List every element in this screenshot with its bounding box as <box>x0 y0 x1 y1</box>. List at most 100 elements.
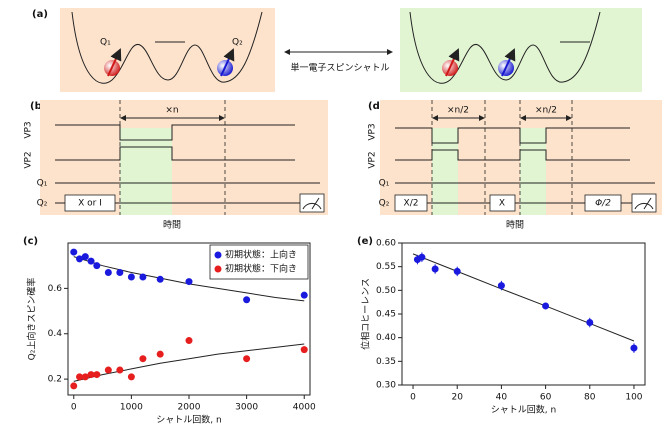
data-point <box>81 373 89 381</box>
data-point <box>630 344 638 352</box>
y-tick-label: 0.4 <box>48 329 63 339</box>
y-tick-label: 0.2 <box>48 375 62 385</box>
x-tick-label: 0 <box>71 403 77 413</box>
meter-icon <box>302 197 322 210</box>
x-tick-label: 80 <box>584 393 596 403</box>
data-point <box>70 382 78 390</box>
shuttle-region <box>432 128 458 215</box>
shuttle-region <box>520 128 546 215</box>
y-tick-label: 0.50 <box>376 286 396 296</box>
y-tick-label: 0.55 <box>376 262 396 272</box>
panel-label: (c) <box>23 236 38 247</box>
spin <box>107 48 122 77</box>
panel-label: (a) <box>32 9 48 20</box>
x-tick-label: 20 <box>452 393 464 403</box>
gate-box <box>489 194 516 212</box>
data-point <box>81 253 89 261</box>
legend-label: 初期状態：上向き <box>225 249 297 261</box>
gate-text: X/2 <box>404 199 419 209</box>
data-point <box>116 268 124 276</box>
data-point <box>104 366 112 374</box>
gate-text: X or I <box>78 199 102 209</box>
y-axis-label: 位相コヒーレンス <box>360 278 372 350</box>
y-tick-label: 0.45 <box>376 310 396 320</box>
state-box <box>60 8 275 92</box>
qubit-label: Q₁ <box>100 38 111 48</box>
data-point <box>70 248 78 256</box>
x-axis-label: 時間 <box>163 220 181 231</box>
gate-trace <box>395 149 630 161</box>
data-point <box>497 282 505 290</box>
data-point <box>156 350 164 358</box>
data-point <box>127 273 135 281</box>
fit-line <box>412 253 635 342</box>
y-axis-label: Q₂上向きスピン確率 <box>26 278 38 361</box>
spin <box>445 48 460 77</box>
gate-text: X <box>499 199 505 209</box>
x-tick-label: 2000 <box>178 403 201 413</box>
x-axis-label: 時間 <box>506 220 524 231</box>
gate-trace <box>55 146 295 161</box>
spin <box>501 48 516 77</box>
data-point <box>185 337 193 345</box>
gate-label: VP2 <box>368 151 378 168</box>
data-point <box>127 373 135 381</box>
data-point <box>139 355 147 363</box>
data-point <box>300 346 308 354</box>
shuttle-region <box>120 128 172 215</box>
data-point <box>418 253 426 261</box>
gate-label: VP3 <box>368 123 378 140</box>
data-point <box>156 275 164 283</box>
x-tick-label: 0 <box>410 393 416 403</box>
y-tick-label: 0.60 <box>376 239 396 249</box>
panel-label: (e) <box>357 236 373 247</box>
potential <box>409 11 601 84</box>
data-point <box>93 262 101 270</box>
state-box <box>400 8 642 92</box>
panel-label: (d) <box>368 101 384 112</box>
data-point <box>76 255 84 263</box>
data-point <box>87 371 95 379</box>
data-point <box>104 268 112 276</box>
potential <box>71 11 263 84</box>
data-point <box>300 291 308 299</box>
data-point <box>93 371 101 379</box>
legend-marker <box>214 251 222 259</box>
x-axis-label: シャトル回数, n <box>491 404 556 416</box>
x-tick-label: 60 <box>540 393 552 403</box>
x-tick-label: 3000 <box>235 403 258 413</box>
spin <box>220 48 235 77</box>
panel-d: (d) ×n/2 ×n/2 VP3 VP2 Q₁ Q₂ X/2 X Φ/2 時間 <box>368 100 662 231</box>
panel-a: (a) Q₁ Q₂ 単一電子スピンシャトル <box>32 8 642 92</box>
y-tick-label: 0.35 <box>376 357 396 367</box>
y-tick-label: 0.6 <box>48 284 63 294</box>
data-point <box>542 302 550 310</box>
gate-box <box>584 194 622 212</box>
gate-trace <box>395 127 630 144</box>
qubit-label: Q₂ <box>37 199 48 209</box>
data-point <box>87 257 95 265</box>
gate-box <box>64 194 116 212</box>
gate-label: VP3 <box>24 121 34 138</box>
fit-line <box>73 343 305 382</box>
legend-box <box>209 244 309 280</box>
qubit-label: Q₂ <box>379 199 390 209</box>
meter-icon <box>634 197 654 210</box>
x-tick-label: 1000 <box>120 403 143 413</box>
data-point <box>76 373 84 381</box>
qubit-label: Q₁ <box>379 179 390 189</box>
data-point <box>431 265 439 273</box>
x-tick-label: 4000 <box>293 403 316 413</box>
repeat-label: ×n/2 <box>447 106 469 116</box>
panel-b: (b) ×n VP3 VP2 Q₁ Q₂ X or I 時間 <box>24 100 328 231</box>
x-axis-label: シャトル回数, n <box>156 414 221 426</box>
repeat-label: ×n <box>165 106 178 116</box>
x-tick-label: 40 <box>496 393 508 403</box>
data-point <box>243 355 251 363</box>
arrow-text: 単一電子スピンシャトル <box>290 62 389 74</box>
y-tick-label: 0.30 <box>376 381 396 391</box>
data-point <box>586 319 594 327</box>
panel-label: (b) <box>30 101 46 112</box>
legend-label: 初期状態：下向き <box>225 263 297 275</box>
